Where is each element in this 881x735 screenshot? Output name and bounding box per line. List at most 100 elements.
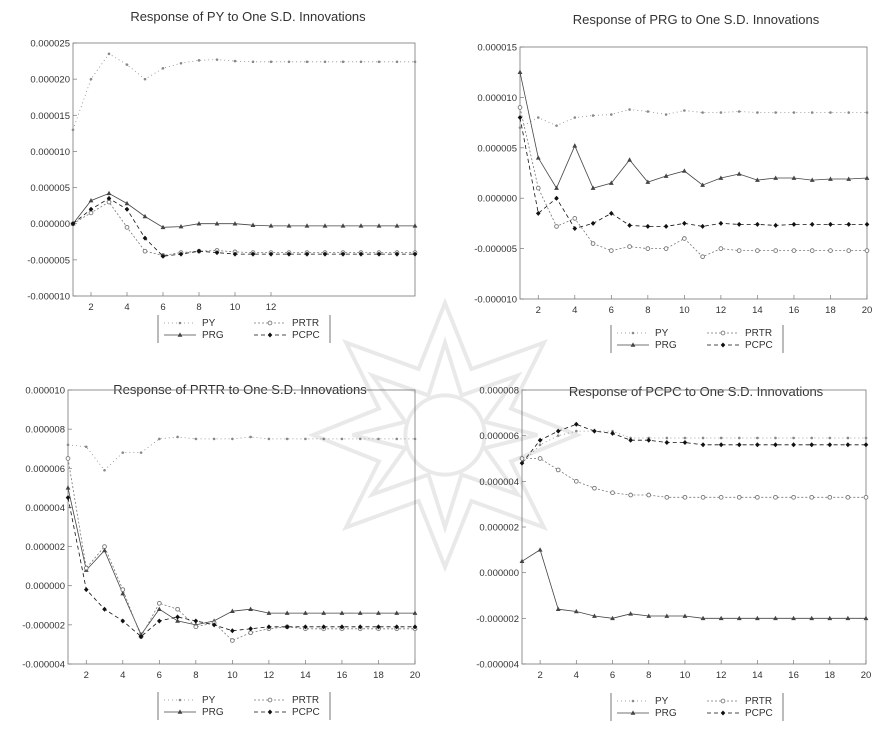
data-point-pcpc [175,614,180,620]
data-point-prtr [846,248,852,253]
data-point-prg [394,223,400,228]
data-point-prg [102,547,107,553]
data-point-py [829,111,832,114]
x-tick-label: 12 [266,302,277,313]
data-point-py [323,60,327,64]
legend-label-prtr: PRTR [292,695,319,706]
chart-title: Response of PY to One S.D. Innovations [130,9,366,24]
data-point-pcpc [718,442,724,448]
data-point-py [575,429,578,433]
data-point-pcpc [70,221,76,227]
x-tick-label: 12 [264,670,275,681]
data-point-pcpc [304,251,310,257]
data-point-prg [736,171,742,176]
legend-label-py: PY [655,328,669,339]
data-point-py [810,111,814,114]
data-point-py [536,116,540,119]
y-tick-label: 0.000000 [25,581,65,592]
data-point-prtr [175,606,180,612]
data-point-prg [376,223,382,228]
data-point-pcpc [846,221,852,227]
data-point-py [103,468,106,472]
data-point-prtr [736,494,742,500]
data-point-pcpc [592,428,597,434]
y-tick-label: 0.000004 [25,503,65,514]
data-point-py [231,437,234,441]
data-point-py [269,60,273,64]
data-point-prtr [700,254,705,260]
data-point-pcpc [535,210,541,216]
data-point-prtr [791,494,796,500]
legend-marker-pcpc [267,709,273,715]
x-tick-label: 4 [572,305,577,316]
data-point-prtr [537,456,543,461]
data-point-py [194,437,198,441]
data-point-py [591,114,595,117]
data-point-pcpc [664,440,670,446]
legend-marker-prtr [267,320,273,326]
data-point-prg [755,177,760,182]
data-point-prg [718,175,724,180]
data-point-prg [592,613,597,618]
data-point-py [66,443,70,447]
data-point-pcpc [124,206,130,212]
data-point-py [341,60,345,64]
y-tick-label: 0.000015 [30,111,70,122]
data-point-prg [736,615,742,621]
data-point-prg [773,615,778,621]
data-point-prg [284,610,290,615]
legend-marker-pcpc [267,332,273,338]
data-point-prg [535,155,541,160]
series-line-prg [521,549,866,619]
data-point-py [287,60,291,64]
legend-label-pcpc: PCPC [292,330,320,341]
data-point-pcpc [106,195,112,201]
data-point-prtr [142,248,148,254]
y-tick-label: 0.000002 [479,523,519,534]
data-point-prg [232,221,238,226]
data-point-prtr [610,490,615,496]
data-point-prtr [592,485,597,491]
x-tick-label: 20 [861,670,872,681]
data-point-prtr [682,236,687,241]
data-point-prg [828,176,833,181]
data-point-pcpc [160,253,166,259]
data-point-prg [645,179,651,184]
data-point-py [89,77,93,81]
data-point-pcpc [864,221,870,227]
chart-panel-1: Response of PY to One S.D. Innovations 0.… [27,9,418,343]
data-point-pcpc [286,251,292,257]
data-point-prtr [156,600,162,606]
data-point-prg [863,615,869,621]
series-line-py [67,436,415,471]
y-tick-label: 0.000015 [477,43,517,54]
data-point-prtr [193,624,199,630]
data-point-prg [608,180,614,185]
data-point-pcpc [827,442,833,448]
y-tick-label: 0.000010 [25,386,65,397]
data-point-prg [682,613,688,618]
data-point-pcpc [412,251,418,257]
data-point-py [665,436,669,440]
plot-frame [67,389,416,665]
data-point-py [538,443,542,447]
data-point-py [683,109,686,112]
data-point-prtr [828,248,833,253]
data-point-prg [845,615,851,621]
data-point-prtr [809,248,815,253]
data-point-py [377,60,381,64]
data-point-pcpc [646,437,652,443]
data-point-prg [663,173,669,178]
y-tick-label: 0.000005 [477,143,517,154]
data-point-py [413,437,417,441]
data-point-prg [124,200,130,206]
data-point-pcpc [142,235,148,241]
data-point-pcpc [628,437,633,443]
x-tick-label: 12 [716,670,727,681]
data-point-pcpc [574,421,579,427]
legend-marker-prg [630,710,636,715]
data-point-py [340,437,344,441]
data-point-prtr [517,105,523,110]
data-point-prg [864,175,870,180]
y-tick-label: 0.000008 [479,386,519,397]
